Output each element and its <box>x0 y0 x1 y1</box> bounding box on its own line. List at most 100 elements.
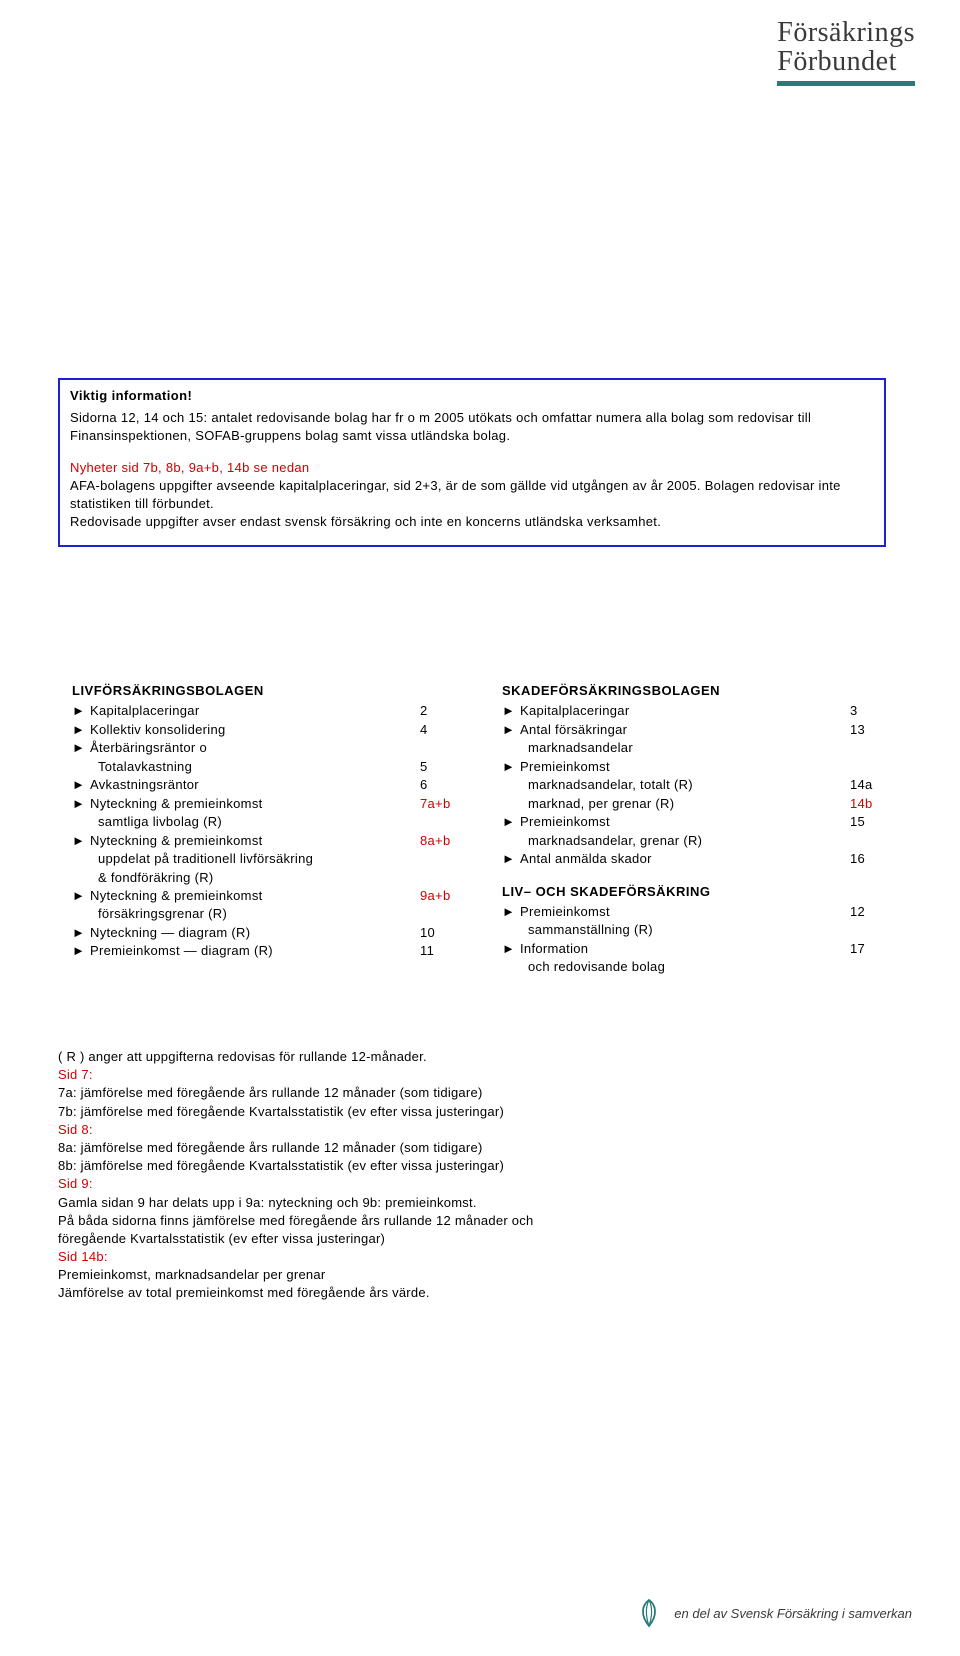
toc-item: samtliga livbolag (R) <box>72 813 462 831</box>
important-info-box: Viktig information! Sidorna 12, 14 och 1… <box>58 378 886 547</box>
toc-item: ► Kapitalplaceringar2 <box>72 702 462 720</box>
info-box-red-line: Nyheter sid 7b, 8b, 9a+b, 14b se nedan <box>70 459 874 477</box>
toc-item: ► Premieinkomst12 <box>502 903 892 921</box>
toc-item-page <box>842 832 892 850</box>
toc-item-page: 8a+b <box>412 832 462 850</box>
toc-item-text: samtliga livbolag (R) <box>72 813 412 831</box>
triangle-icon: ► <box>72 832 90 850</box>
notes-sid14-header: Sid 14b: <box>58 1248 886 1266</box>
toc-item-page: 13 <box>842 721 892 739</box>
toc-item: ► Antal anmälda skador16 <box>502 850 892 868</box>
toc-item: ► Nyteckning — diagram (R)10 <box>72 924 462 942</box>
logo-line-2: Förbundet <box>777 47 915 76</box>
triangle-icon: ► <box>72 739 90 757</box>
notes-sid8-header: Sid 8: <box>58 1121 886 1139</box>
toc-item-page <box>412 813 462 831</box>
triangle-icon: ► <box>502 758 520 776</box>
toc-item-text: ► Återbäringsräntor o <box>72 739 412 757</box>
notes-sid8-a: 8a: jämförelse med föregående års rullan… <box>58 1139 886 1157</box>
toc-item-page <box>412 869 462 887</box>
info-box-paragraph-2a: AFA-bolagens uppgifter avseende kapitalp… <box>70 477 874 513</box>
toc-item-text: ► Kollektiv konsolidering <box>72 721 412 739</box>
toc-item-page: 6 <box>412 776 462 794</box>
triangle-icon: ► <box>502 702 520 720</box>
toc-item-text: ► Nyteckning & premieinkomst <box>72 795 412 813</box>
toc-item-text: marknadsandelar <box>502 739 842 757</box>
toc-item: ► Nyteckning & premieinkomst9a+b <box>72 887 462 905</box>
toc-item-text: ► Premieinkomst — diagram (R) <box>72 942 412 960</box>
toc-item: marknad, per grenar (R)14b <box>502 795 892 813</box>
notes-sid7-b: 7b: jämförelse med föregående Kvartalsst… <box>58 1103 886 1121</box>
toc-item-page: 7a+b <box>412 795 462 813</box>
toc-item-text: och redovisande bolag <box>502 958 842 976</box>
toc-right-header: SKADEFÖRSÄKRINGSBOLAGEN <box>502 682 892 700</box>
toc-right-items-2: ► Premieinkomst12sammanställning (R)► In… <box>502 903 892 977</box>
toc-item-page: 2 <box>412 702 462 720</box>
toc-item: sammanställning (R) <box>502 921 892 939</box>
toc-item: uppdelat på traditionell livförsäkring <box>72 850 462 868</box>
triangle-icon: ► <box>502 850 520 868</box>
toc-item-text: ► Antal försäkringar <box>502 721 842 739</box>
toc-item: ► Antal försäkringar13 <box>502 721 892 739</box>
notes-sid9-c: föregående Kvartalsstatistik (ev efter v… <box>58 1230 886 1248</box>
toc-item-text: ► Premieinkomst <box>502 758 842 776</box>
toc-item-page <box>412 905 462 923</box>
toc-item: och redovisande bolag <box>502 958 892 976</box>
triangle-icon: ► <box>72 924 90 942</box>
triangle-icon: ► <box>72 942 90 960</box>
triangle-icon: ► <box>502 813 520 831</box>
toc-item-page: 14b <box>842 795 892 813</box>
toc-item: marknadsandelar, totalt (R)14a <box>502 776 892 794</box>
toc-item-text: ► Information <box>502 940 842 958</box>
triangle-icon: ► <box>72 776 90 794</box>
triangle-icon: ► <box>502 940 520 958</box>
toc-item: & fondföräkring (R) <box>72 869 462 887</box>
toc-item-page: 12 <box>842 903 892 921</box>
toc-item: ► Premieinkomst — diagram (R)11 <box>72 942 462 960</box>
toc-item: ► Kapitalplaceringar 3 <box>502 702 892 720</box>
toc-item: marknadsandelar <box>502 739 892 757</box>
toc-item: ► Kollektiv konsolidering4 <box>72 721 462 739</box>
notes-sid9-b: På båda sidorna finns jämförelse med för… <box>58 1212 886 1230</box>
toc-item: försäkringsgrenar (R) <box>72 905 462 923</box>
toc-item-page: 10 <box>412 924 462 942</box>
notes-sid7-a: 7a: jämförelse med föregående års rullan… <box>58 1084 886 1102</box>
toc-right-header-2: LIV– OCH SKADEFÖRSÄKRING <box>502 883 892 901</box>
notes-sid9-a: Gamla sidan 9 har delats upp i 9a: nytec… <box>58 1194 886 1212</box>
toc-left-header: LIVFÖRSÄKRINGSBOLAGEN <box>72 682 462 700</box>
toc-item-text: ► Kapitalplaceringar <box>502 702 842 720</box>
toc-item: ► Återbäringsräntor o <box>72 739 462 757</box>
toc-item-text: sammanställning (R) <box>502 921 842 939</box>
toc-right-items: ► Kapitalplaceringar 3► Antal försäkring… <box>502 702 892 868</box>
toc-item-page: 11 <box>412 942 462 960</box>
triangle-icon: ► <box>72 702 90 720</box>
toc-item-page: 9a+b <box>412 887 462 905</box>
toc-item-text: marknadsandelar, totalt (R) <box>502 776 842 794</box>
notes-sid9-header: Sid 9: <box>58 1175 886 1193</box>
logo-underline <box>777 81 915 86</box>
toc-item-text: ► Premieinkomst <box>502 813 842 831</box>
toc-item-page: 16 <box>842 850 892 868</box>
toc-item-page: 17 <box>842 940 892 958</box>
notes-sid14-a: Premieinkomst, marknadsandelar per grena… <box>58 1266 886 1284</box>
triangle-icon: ► <box>502 721 520 739</box>
brand-logo-bottom: en del av Svensk Försäkring i samverkan <box>632 1596 912 1630</box>
toc-item-page <box>842 921 892 939</box>
toc-item-page: 4 <box>412 721 462 739</box>
triangle-icon: ► <box>72 887 90 905</box>
toc-item: ► Premieinkomst15 <box>502 813 892 831</box>
info-box-title: Viktig information! <box>70 388 874 403</box>
toc-item-page: 15 <box>842 813 892 831</box>
footnotes: ( R ) anger att uppgifterna redovisas fö… <box>58 1048 886 1303</box>
info-box-paragraph-1: Sidorna 12, 14 och 15: antalet redovisan… <box>70 409 874 445</box>
toc-item: ► Avkastningsräntor6 <box>72 776 462 794</box>
toc-item-text: ► Kapitalplaceringar <box>72 702 412 720</box>
toc-item-page: 5 <box>412 758 462 776</box>
toc-item-page <box>842 758 892 776</box>
triangle-icon: ► <box>72 721 90 739</box>
toc-item-text: ► Nyteckning & premieinkomst <box>72 832 412 850</box>
toc-item-text: & fondföräkring (R) <box>72 869 412 887</box>
toc-item: ► Nyteckning & premieinkomst7a+b <box>72 795 462 813</box>
notes-sid7-header: Sid 7: <box>58 1066 886 1084</box>
toc-column-right: SKADEFÖRSÄKRINGSBOLAGEN ► Kapitalplaceri… <box>502 682 892 977</box>
